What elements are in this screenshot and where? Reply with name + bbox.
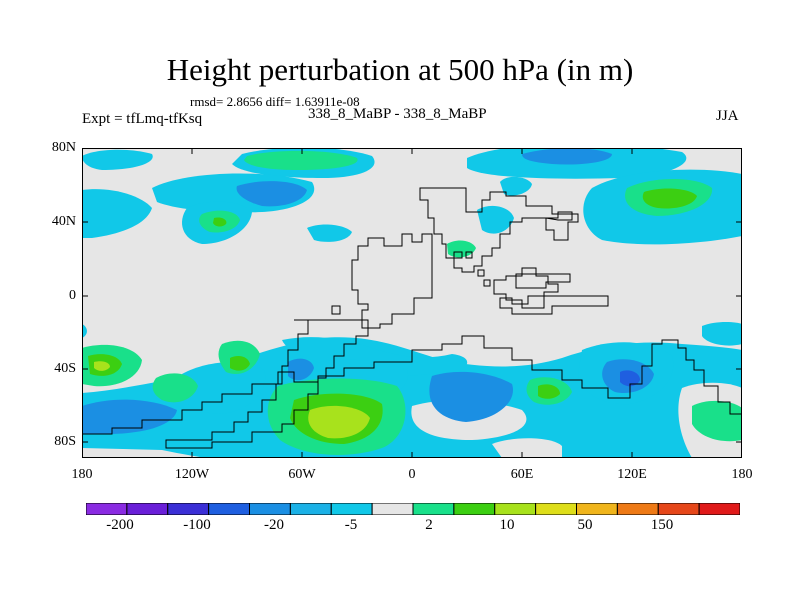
contour-blue-south-1 — [429, 371, 513, 422]
contour-gray-south-4 — [492, 438, 562, 458]
contour-blue-north-3 — [522, 148, 612, 165]
coast-africa-west — [351, 233, 433, 329]
contour-lime-south-5 — [538, 384, 560, 399]
colorbar-box — [371, 503, 414, 515]
colorbar-box — [494, 503, 537, 515]
contour-cyan-mid-10 — [477, 205, 514, 234]
colorbar-label-150: 150 — [650, 517, 674, 533]
contour-yellowgreen-south-1 — [94, 361, 110, 371]
contour-blue-south-2 — [82, 399, 177, 434]
colorbar-box — [698, 503, 740, 515]
contour-cyan-north-2 — [82, 149, 153, 170]
coast-island-3 — [465, 251, 473, 259]
colorbar-box — [330, 503, 373, 515]
case-label: 338_8_MaBP - 338_8_MaBP — [308, 106, 487, 122]
contour-cyan-south-3 — [702, 322, 742, 346]
colorbar-box — [126, 503, 169, 515]
colorbar — [86, 503, 740, 515]
lon-label-0: 0 — [408, 467, 416, 482]
colorbar-box — [86, 503, 128, 515]
coast-island-4 — [477, 269, 485, 277]
colorbar-label--5: -5 — [344, 517, 358, 533]
plot-title: Height perturbation at 500 hPa (in m) — [166, 52, 634, 87]
contour-gray-south-3 — [82, 448, 212, 458]
lat-label-0: 0 — [69, 288, 76, 303]
coast-asia-east — [515, 273, 571, 289]
experiment-label: Expt = tfLmq-tfKsq — [82, 111, 203, 127]
colorbar-label--200: -200 — [106, 517, 134, 533]
contour-cyan-north-6 — [500, 176, 532, 196]
lon-label-180w: 180 — [71, 467, 93, 482]
stats-line: rmsd= 2.8656 diff= 1.63911e-08 — [190, 94, 360, 109]
coast-america-south — [165, 319, 369, 449]
contour-lime-south-2 — [230, 356, 250, 371]
contour-cyan-south-6 — [180, 362, 266, 414]
coast-greenland — [545, 211, 573, 221]
colorbar-label--20: -20 — [264, 517, 284, 533]
coast-island-5 — [483, 279, 491, 287]
colorbar-label-50: 50 — [577, 517, 593, 533]
lat-label-80s: 80S — [54, 434, 76, 449]
contour-lime-north-5 — [642, 188, 697, 209]
coast-antarctica — [82, 335, 742, 435]
contour-yellowgreen-south-4 — [308, 405, 370, 439]
colorbar-box — [535, 503, 578, 515]
colorbar-box — [616, 503, 659, 515]
tick-marks — [82, 148, 742, 458]
contour-lime-mid-8 — [213, 217, 227, 227]
contour-green-north-1 — [244, 150, 358, 170]
coast-australia — [493, 267, 559, 309]
lon-label-120e: 120E — [617, 467, 647, 482]
colorbar-box — [657, 503, 700, 515]
colorbar-box — [289, 503, 332, 515]
colorbar-box — [412, 503, 455, 515]
colorbar-label-2: 2 — [425, 517, 433, 533]
contour-cyan-mid-9 — [307, 224, 352, 242]
coast-island-2 — [453, 251, 463, 259]
colorbar-box — [167, 503, 210, 515]
colorbar-label--100: -100 — [183, 517, 211, 533]
lat-label-40n: 40N — [51, 214, 76, 229]
contour-cyan-north-7 — [82, 189, 152, 238]
colorbar-label-10: 10 — [499, 517, 515, 533]
colorbar-box — [453, 503, 496, 515]
coast-africa-eurasia — [419, 187, 579, 273]
contour-darkblue-south-3 — [620, 370, 640, 387]
lon-label-120w: 120W — [174, 467, 210, 482]
contour-blue-north-4 — [236, 181, 307, 207]
season-label: JJA — [716, 108, 739, 124]
colorbar-box — [249, 503, 291, 515]
lat-label-80n: 80N — [51, 140, 76, 155]
contour-cyan-south-4 — [82, 324, 87, 338]
lon-label-60e: 60E — [510, 467, 534, 482]
lon-label-60w: 60W — [288, 467, 316, 482]
contour-green-south-3 — [152, 373, 198, 403]
lon-label-180e: 180 — [731, 467, 753, 482]
colorbar-box — [208, 503, 251, 515]
contour-map — [82, 148, 742, 458]
coast-indonesia — [499, 295, 609, 315]
colorbar-box — [576, 503, 618, 515]
contour-cyan-south-2 — [282, 337, 468, 376]
lat-label-40s: 40S — [54, 361, 76, 376]
coastlines — [82, 187, 742, 449]
coast-island-1 — [331, 305, 341, 315]
